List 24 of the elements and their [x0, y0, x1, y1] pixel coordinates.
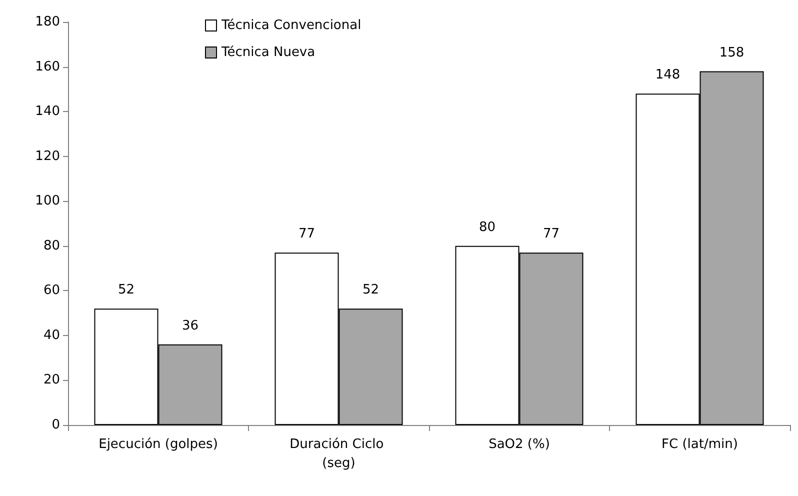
data-label: 148 [655, 68, 680, 83]
y-tick-label: 160 [35, 59, 60, 74]
legend-label: Técnica Convencional [220, 18, 362, 33]
data-label: 52 [118, 282, 135, 298]
y-tick-label: 180 [35, 14, 60, 30]
x-tick-label: FC (lat/min) [662, 437, 738, 452]
x-tick-label: Ejecución (golpes) [98, 437, 218, 452]
y-tick-label: 40 [43, 328, 60, 343]
y-tick-label: 120 [35, 148, 60, 164]
x-tick-label: SaO2 (%) [488, 437, 550, 452]
y-tick-label: 80 [43, 238, 60, 254]
data-label: 36 [182, 318, 199, 334]
data-label: 52 [362, 282, 380, 298]
y-tick-label: 140 [35, 104, 60, 120]
data-label: 158 [719, 45, 744, 60]
y-tick-label: 60 [43, 283, 60, 298]
x-tick-label: Duración Ciclo (seg) [290, 437, 388, 471]
data-label: 80 [478, 220, 496, 235]
legend-label: Técnica Nueva [220, 45, 316, 60]
y-tick-label: 0 [52, 418, 60, 432]
y-tick-label: 100 [35, 194, 60, 209]
y-tick-label: 20 [43, 372, 60, 388]
data-label: 77 [542, 226, 560, 242]
data-label: 77 [298, 226, 316, 242]
